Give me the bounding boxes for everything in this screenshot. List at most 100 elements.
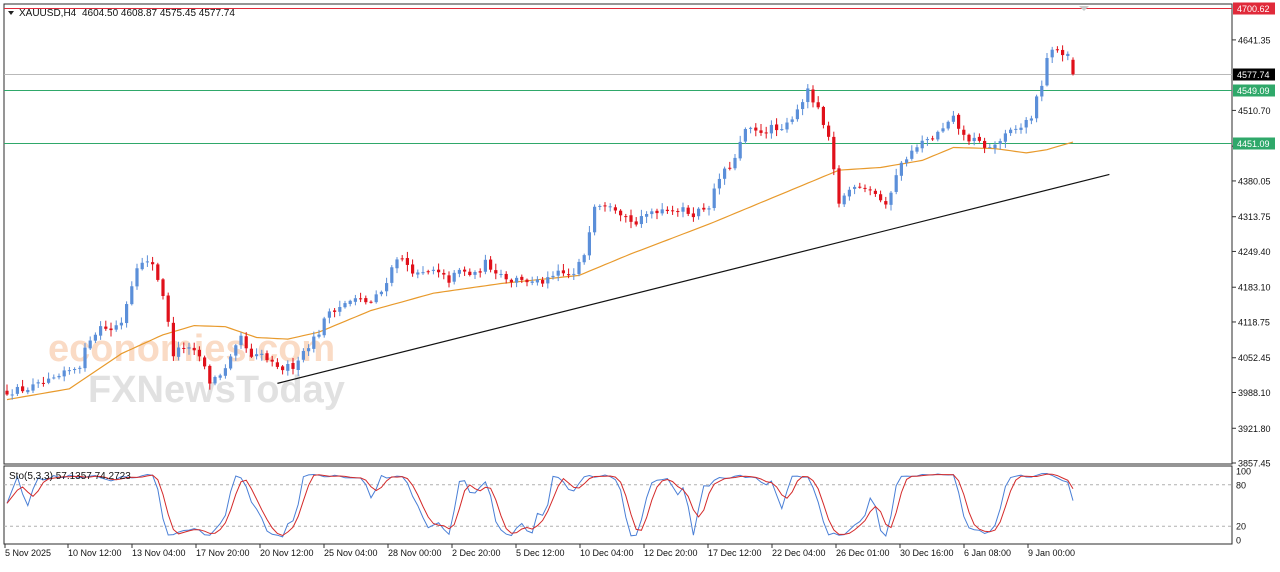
candle-body xyxy=(795,109,799,120)
candle-body xyxy=(249,348,253,357)
candle-body xyxy=(281,366,285,371)
candle-body xyxy=(203,357,207,367)
candle-body xyxy=(749,127,753,129)
candle-body xyxy=(593,206,597,233)
time-tick-label: 17 Dec 12:00 xyxy=(708,548,762,558)
candle-body xyxy=(437,269,441,273)
candle-body xyxy=(650,211,654,215)
price-level-tag xyxy=(1233,137,1275,150)
moving-average-line xyxy=(6,141,1074,401)
candle-body xyxy=(697,208,701,217)
stochastic-signal-line xyxy=(6,473,1074,537)
trendline xyxy=(277,173,1110,384)
time-tick-label: 22 Dec 04:00 xyxy=(772,548,826,558)
time-tick-label: 12 Dec 20:00 xyxy=(644,548,698,558)
candle-body xyxy=(754,127,758,131)
candle-body xyxy=(395,259,399,269)
candle-body xyxy=(603,205,607,207)
time-tick-label: 30 Dec 16:00 xyxy=(900,548,954,558)
candle-body xyxy=(998,141,1002,145)
candle-body xyxy=(15,386,19,394)
candle-body xyxy=(801,102,805,110)
candle-body xyxy=(925,139,929,141)
time-tick-label: 10 Dec 04:00 xyxy=(580,548,634,558)
symbol-label: XAUUSD,H4 xyxy=(19,8,77,19)
candle-body xyxy=(639,216,643,225)
candle-body xyxy=(104,326,108,329)
candle-body xyxy=(473,271,477,275)
stochastic-tick-label: 20 xyxy=(1236,522,1246,532)
candle-body xyxy=(868,189,872,191)
candle-body xyxy=(218,375,222,378)
candle-body xyxy=(946,121,950,129)
candle-body xyxy=(405,258,409,265)
candle-body xyxy=(41,382,45,384)
candle-body xyxy=(10,394,14,396)
candle-body xyxy=(213,376,217,384)
price-level-labels: 4700.62 4577.74 4549.09 4451.09 xyxy=(1233,2,1275,150)
candle-body xyxy=(712,188,716,209)
stochastic-label: Sto(5,3,3) 57.1357 74.2723 xyxy=(9,471,131,482)
ohlc-values: 4604.50 4608.87 4575.45 4577.74 xyxy=(82,8,235,19)
time-tick-label: 5 Dec 12:00 xyxy=(516,548,565,558)
candle-body xyxy=(47,378,51,383)
candle-body xyxy=(717,178,721,189)
candle-body xyxy=(707,208,711,210)
candle-body xyxy=(67,370,71,372)
price-tick-label: 4641.35 xyxy=(1238,35,1271,45)
candle-body xyxy=(192,347,196,351)
candle-body xyxy=(676,211,680,213)
candle-body xyxy=(317,334,321,337)
price-level-tag xyxy=(1233,68,1275,81)
candle-body xyxy=(1024,119,1028,128)
candle-body xyxy=(187,347,191,349)
candle-body xyxy=(551,275,555,278)
candle-body xyxy=(145,261,149,263)
candle-body xyxy=(889,192,893,205)
candle-body xyxy=(504,273,508,280)
candle-body xyxy=(447,275,451,283)
candle-body xyxy=(1061,49,1065,56)
candle-body xyxy=(977,136,981,141)
symbol-menu-arrow-icon[interactable] xyxy=(8,11,14,15)
time-tick-label: 26 Dec 01:00 xyxy=(836,548,890,558)
candle-body xyxy=(728,167,732,169)
candle-body xyxy=(905,159,909,163)
candle-body xyxy=(416,272,420,275)
candle-body xyxy=(431,269,435,271)
candle-body xyxy=(52,377,56,379)
candle-body xyxy=(379,291,383,295)
candle-body xyxy=(671,210,675,212)
candle-body xyxy=(390,267,394,283)
candle-body xyxy=(312,336,316,349)
candle-body xyxy=(109,328,113,331)
candle-body xyxy=(915,147,919,152)
moving-average-layer xyxy=(6,141,1074,401)
candle-body xyxy=(691,213,695,218)
candle-body xyxy=(385,283,389,292)
candle-body xyxy=(619,210,623,216)
candle-body xyxy=(556,270,560,276)
candle-body xyxy=(811,89,815,103)
time-tick-label: 25 Nov 04:00 xyxy=(324,548,378,558)
candle-body xyxy=(879,194,883,201)
candle-body xyxy=(920,140,924,149)
chart-shift-marker-icon[interactable] xyxy=(1079,6,1089,11)
candle-body xyxy=(57,375,61,378)
candle-body xyxy=(364,298,368,303)
price-level-label: 4700.62 xyxy=(1237,4,1270,14)
time-tick-label: 28 Nov 00:00 xyxy=(388,548,442,558)
candle-body xyxy=(26,389,30,393)
candle-body xyxy=(520,276,524,280)
candle-body xyxy=(827,125,831,137)
candle-body xyxy=(936,131,940,140)
candle-body xyxy=(769,124,773,134)
candle-body xyxy=(93,334,97,341)
stochastic-main-line xyxy=(6,472,1074,538)
candle-body xyxy=(36,382,40,384)
candle-body xyxy=(561,270,565,274)
price-tick-label: 3921.80 xyxy=(1238,424,1271,434)
candle-body xyxy=(166,295,170,322)
candle-body xyxy=(858,186,862,188)
